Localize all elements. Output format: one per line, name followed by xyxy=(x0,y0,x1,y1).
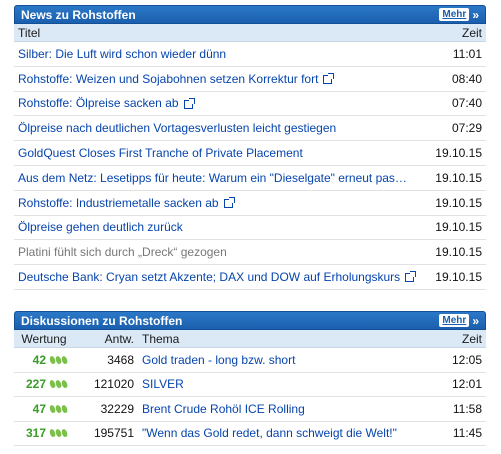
discussion-time: 12:01 xyxy=(451,377,482,392)
news-title-text[interactable]: Rohstoffe: Industriemetalle sacken ab xyxy=(18,195,219,210)
discussion-topic-link[interactable]: Gold traden - long bzw. short xyxy=(142,352,296,367)
discussion-row: 42 3468 Gold traden - long bzw. short 12:05 xyxy=(14,348,486,373)
news-title-link[interactable]: Platini fühlt sich durch „Dreck“ gezogen xyxy=(18,245,434,259)
news-title-text[interactable]: Rohstoffe: Weizen und Sojabohnen setzen … xyxy=(18,71,319,86)
news-row: Silber: Die Luft wird schon wieder dünn 1… xyxy=(14,42,486,67)
leaf-icon xyxy=(60,428,69,438)
discussions-more-link[interactable]: Mehr » xyxy=(439,314,479,327)
discussion-replies: 195751 xyxy=(93,426,134,441)
discussions-panel: Diskussionen zu Rohstoffen Mehr » Wertun… xyxy=(14,311,486,446)
news-header: News zu Rohstoffen Mehr » xyxy=(14,5,486,24)
news-time: 19.10.15 xyxy=(435,146,482,161)
news-col-title: Titel xyxy=(18,25,41,40)
leaf-icon xyxy=(60,404,69,414)
discussion-topic-link[interactable]: SILVER xyxy=(142,377,184,392)
news-title-text[interactable]: Deutsche Bank: Cryan setzt Akzente; DAX … xyxy=(18,270,401,285)
news-title-text[interactable]: Ölpreise gehen deutlich zurück xyxy=(18,220,183,235)
discussion-score: 47 xyxy=(32,401,46,416)
news-title-link[interactable]: Silber: Die Luft wird schon wieder dünn xyxy=(18,47,434,61)
rating-leaves-icon xyxy=(46,428,74,438)
discussion-topic-link[interactable]: Brent Crude Rohöl ICE Rolling xyxy=(142,401,305,416)
news-row: GoldQuest Closes First Tranche of Privat… xyxy=(14,141,486,166)
news-row: Rohstoffe: Weizen und Sojabohnen setzen … xyxy=(14,67,486,92)
news-title-text[interactable]: Platini fühlt sich durch „Dreck“ gezogen xyxy=(18,245,227,260)
news-time: 19.10.15 xyxy=(435,170,482,185)
news-title-text[interactable]: Silber: Die Luft wird schon wieder dünn xyxy=(18,46,227,61)
news-more-label[interactable]: Mehr xyxy=(439,8,470,21)
discussion-replies: 32229 xyxy=(100,401,134,416)
double-chevron-right-icon[interactable]: » xyxy=(472,7,479,22)
news-title-link[interactable]: Ölpreise nach deutlichen Vortagesverlust… xyxy=(18,121,434,135)
discussion-time: 11:58 xyxy=(452,401,482,416)
disc-col-topic: Thema xyxy=(142,331,180,346)
news-title-link[interactable]: Aus dem Netz: Lesetipps für heute: Warum… xyxy=(18,171,434,185)
news-title-text[interactable]: Rohstoffe: Ölpreise sacken ab xyxy=(18,96,179,111)
external-link-icon xyxy=(183,97,195,109)
news-title-link[interactable]: Rohstoffe: Weizen und Sojabohnen setzen … xyxy=(18,72,434,86)
discussion-replies: 3468 xyxy=(107,352,134,367)
news-time: 07:29 xyxy=(451,121,482,136)
news-row: Ölpreise nach deutlichen Vortagesverlust… xyxy=(14,116,486,142)
discussion-score: 227 xyxy=(25,377,46,392)
news-panel-title: News zu Rohstoffen xyxy=(21,7,136,22)
news-row: Rohstoffe: Industriemetalle sacken ab 19.… xyxy=(14,191,486,216)
news-row: Ölpreise gehen deutlich zurück 19.10.15 xyxy=(14,216,486,241)
double-chevron-right-icon[interactable]: » xyxy=(472,313,479,328)
disc-col-time: Zeit xyxy=(461,331,482,346)
discussion-score: 317 xyxy=(25,426,46,441)
news-title-link[interactable]: Deutsche Bank: Cryan setzt Akzente; DAX … xyxy=(18,270,434,284)
rating-leaves-icon xyxy=(46,355,74,365)
news-time: 07:40 xyxy=(451,96,482,111)
news-title-link[interactable]: Rohstoffe: Industriemetalle sacken ab xyxy=(18,196,434,210)
leaf-icon xyxy=(60,355,69,365)
disc-col-replies: Antw. xyxy=(104,331,134,346)
news-col-time: Zeit xyxy=(461,25,482,40)
rating-leaves-icon xyxy=(46,404,74,414)
discussion-row: 47 32229 Brent Crude Rohöl ICE Rolling 11:5… xyxy=(14,397,486,422)
news-title-text[interactable]: GoldQuest Closes First Tranche of Privat… xyxy=(18,146,303,161)
news-time: 19.10.15 xyxy=(435,245,482,260)
external-link-icon xyxy=(323,73,335,85)
discussion-time: 12:05 xyxy=(451,352,482,367)
news-title-text[interactable]: Ölpreise nach deutlichen Vortagesverlust… xyxy=(18,121,337,136)
news-time: 08:40 xyxy=(451,71,482,86)
news-title-link[interactable]: Ölpreise gehen deutlich zurück xyxy=(18,220,434,234)
discussions-panel-title: Diskussionen zu Rohstoffen xyxy=(21,313,183,328)
news-list: Silber: Die Luft wird schon wieder dünn 1… xyxy=(14,42,486,290)
disc-col-rating: Wertung xyxy=(21,331,67,346)
news-row: Aus dem Netz: Lesetipps für heute: Warum… xyxy=(14,166,486,191)
external-link-icon xyxy=(405,271,417,283)
discussion-row: 227 121020 SILVER 12:01 xyxy=(14,373,486,397)
discussion-row: 317 195751 "Wenn das Gold redet, dann schw… xyxy=(14,422,486,446)
news-more-link[interactable]: Mehr » xyxy=(439,8,479,21)
news-time: 11:01 xyxy=(452,46,482,61)
discussion-score: 42 xyxy=(32,352,46,367)
news-row: Rohstoffe: Ölpreise sacken ab 07:40 xyxy=(14,92,486,117)
discussions-list: 42 3468 Gold traden - long bzw. short 12:05… xyxy=(14,348,486,446)
news-title-text[interactable]: Aus dem Netz: Lesetipps für heute: Warum… xyxy=(18,170,407,185)
discussion-time: 11:45 xyxy=(452,426,482,441)
news-panel: News zu Rohstoffen Mehr » Titel Zeit Sil… xyxy=(14,5,486,290)
discussions-header: Diskussionen zu Rohstoffen Mehr » xyxy=(14,311,486,330)
news-title-link[interactable]: GoldQuest Closes First Tranche of Privat… xyxy=(18,146,434,160)
news-row: Deutsche Bank: Cryan setzt Akzente; DAX … xyxy=(14,265,486,290)
leaf-icon xyxy=(60,379,69,389)
news-time: 19.10.15 xyxy=(435,270,482,285)
rating-leaves-icon xyxy=(46,379,74,389)
external-link-icon xyxy=(223,197,235,208)
news-time: 19.10.15 xyxy=(435,195,482,210)
news-row: Platini fühlt sich durch „Dreck“ gezogen… xyxy=(14,240,486,266)
discussions-more-label[interactable]: Mehr xyxy=(439,314,470,327)
news-column-header: Titel Zeit xyxy=(14,24,486,42)
discussions-column-header: Wertung Antw. Thema Zeit xyxy=(14,330,486,348)
news-time: 19.10.15 xyxy=(435,220,482,235)
discussion-replies: 121020 xyxy=(93,377,134,392)
news-title-link[interactable]: Rohstoffe: Ölpreise sacken ab xyxy=(18,96,434,110)
discussion-topic-link[interactable]: "Wenn das Gold redet, dann schweigt die … xyxy=(142,426,397,441)
